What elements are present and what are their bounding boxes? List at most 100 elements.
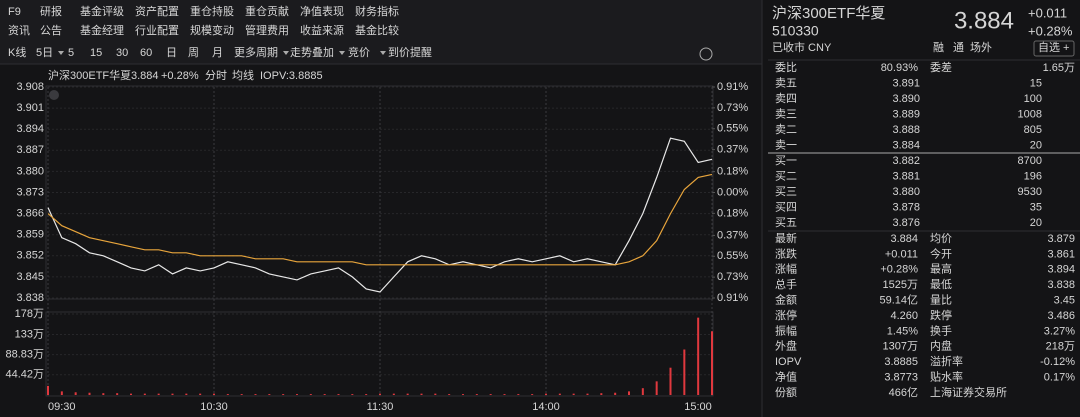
toolbar-item[interactable]: 竞价: [348, 45, 370, 59]
stat-label: IOPV: [775, 356, 802, 368]
price-line: [47, 137, 713, 293]
menu-item[interactable]: F9: [8, 6, 21, 18]
volume-bar: [282, 394, 285, 395]
volume-bar: [600, 393, 603, 395]
stat-label: 涨幅: [775, 263, 797, 276]
stat-value: 3.27%: [1044, 325, 1075, 337]
book-volume: 8700: [1018, 155, 1042, 167]
book-label: 买四: [775, 200, 797, 213]
stat-label: 今开: [930, 246, 952, 260]
book-label: 卖二: [775, 123, 797, 136]
stat-label: 涨跌: [775, 246, 797, 260]
stat-value: 3.486: [1047, 310, 1075, 322]
volume-bar: [60, 391, 63, 395]
y-tick-label: 3.901: [16, 102, 44, 114]
y-tick-label: 3.880: [16, 165, 44, 177]
stat-value: 218万: [1046, 341, 1075, 353]
stat-value: -0.12%: [1040, 356, 1075, 368]
menu-item[interactable]: 重仓持股: [190, 4, 234, 18]
book-value: 1.65万: [1043, 62, 1075, 74]
stat-label: 最高: [930, 262, 952, 276]
toolbar-item[interactable]: 5日: [36, 47, 53, 59]
toolbar-item[interactable]: 15: [90, 47, 102, 59]
price-line: [47, 173, 713, 266]
volume-bar: [545, 393, 547, 395]
y2-tick-label: 0.18%: [717, 166, 748, 178]
book-price: 3.890: [892, 93, 920, 105]
toolbar-item[interactable]: 更多周期: [234, 45, 278, 59]
book-volume: 15: [1030, 77, 1042, 89]
y2-tick-label: 0.18%: [717, 207, 748, 219]
toolbar-item[interactable]: 月: [212, 47, 223, 59]
toolbar-item[interactable]: 到价提醒: [388, 46, 432, 59]
book-price: 3.878: [892, 201, 920, 213]
toolbar-item[interactable]: K线: [8, 45, 26, 59]
y-tick-label: 3.908: [16, 81, 44, 93]
x-tick-label: 14:00: [532, 401, 560, 413]
toolbar-item[interactable]: 5: [68, 47, 74, 59]
stat-value: 3.8885: [884, 356, 918, 368]
book-volume: 20: [1030, 139, 1042, 151]
menu-item[interactable]: 重仓贡献: [245, 4, 289, 18]
menu-item[interactable]: 资讯: [8, 24, 30, 37]
y-tick-label: 3.894: [16, 123, 44, 135]
menu-item[interactable]: 基金经理: [80, 23, 124, 37]
menu-item[interactable]: 规模变动: [190, 23, 234, 37]
menu-item[interactable]: 公告: [40, 24, 62, 37]
menu-item[interactable]: 行业配置: [135, 24, 179, 37]
y-tick-label: 3.866: [16, 208, 44, 220]
volume-bar: [655, 381, 658, 395]
toolbar-item[interactable]: 30: [116, 47, 128, 59]
y2-tick-label: 0.91%: [717, 81, 748, 93]
menu-item[interactable]: 基金评级: [80, 4, 124, 18]
y2-tick-label: 0.37%: [717, 229, 748, 241]
toolbar-item[interactable]: 60: [140, 47, 152, 59]
volume-bar: [628, 391, 630, 395]
book-value: 80.93%: [881, 62, 919, 74]
y-tick-label: 178万: [15, 308, 44, 320]
stat-value: 3.838: [1047, 279, 1075, 291]
volume-bar: [213, 393, 215, 395]
volume-bar: [614, 392, 617, 395]
toolbar-item[interactable]: 走势叠加: [290, 46, 334, 59]
tag[interactable]: 自选 +: [1038, 41, 1069, 54]
volume-bar: [143, 393, 146, 395]
chart-mode: 分时: [205, 69, 227, 82]
book-label: 委差: [930, 60, 952, 74]
y-tick-label: 3.845: [16, 271, 44, 283]
volume-bar: [489, 394, 492, 395]
tag[interactable]: 场外: [970, 40, 992, 54]
menu-item[interactable]: 财务指标: [355, 4, 399, 18]
tag[interactable]: 通: [953, 41, 964, 54]
fund-name: 沪深300ETF华夏: [772, 5, 885, 22]
zoom-button[interactable]: [49, 90, 59, 100]
volume-bar: [365, 394, 368, 395]
menu-item[interactable]: 管理费用: [245, 23, 289, 37]
chart-change: +0.28%: [161, 70, 199, 82]
y-tick-label: 44.42万: [5, 369, 44, 381]
collapse-button[interactable]: [699, 47, 713, 61]
dropdown-caret: [380, 51, 386, 55]
iopv-label: IOPV:3.8885: [260, 70, 323, 82]
book-label: 卖四: [775, 92, 797, 105]
menu-item[interactable]: 资产配置: [135, 4, 179, 18]
watchlist-box[interactable]: [1033, 40, 1075, 57]
book-price: 3.881: [892, 170, 920, 182]
volume-bar: [503, 394, 506, 395]
fund-code: 510330: [772, 23, 819, 39]
book-volume: 20: [1030, 217, 1042, 229]
menu-item[interactable]: 收益来源: [300, 23, 344, 37]
menu-item[interactable]: 研报: [40, 4, 62, 18]
menu-item[interactable]: 净值表现: [300, 4, 344, 18]
volume-bar: [697, 317, 700, 395]
menu-item[interactable]: 基金比较: [355, 23, 399, 37]
tag[interactable]: 融: [933, 41, 944, 54]
toolbar-item[interactable]: 日: [166, 47, 177, 59]
book-label: 买五: [775, 216, 797, 229]
book-price: 3.876: [892, 217, 920, 229]
book-label: 买一: [775, 154, 797, 167]
chart-price: 3.884: [131, 70, 159, 82]
toolbar-item[interactable]: 周: [188, 46, 199, 59]
book-price: 3.880: [892, 186, 920, 198]
